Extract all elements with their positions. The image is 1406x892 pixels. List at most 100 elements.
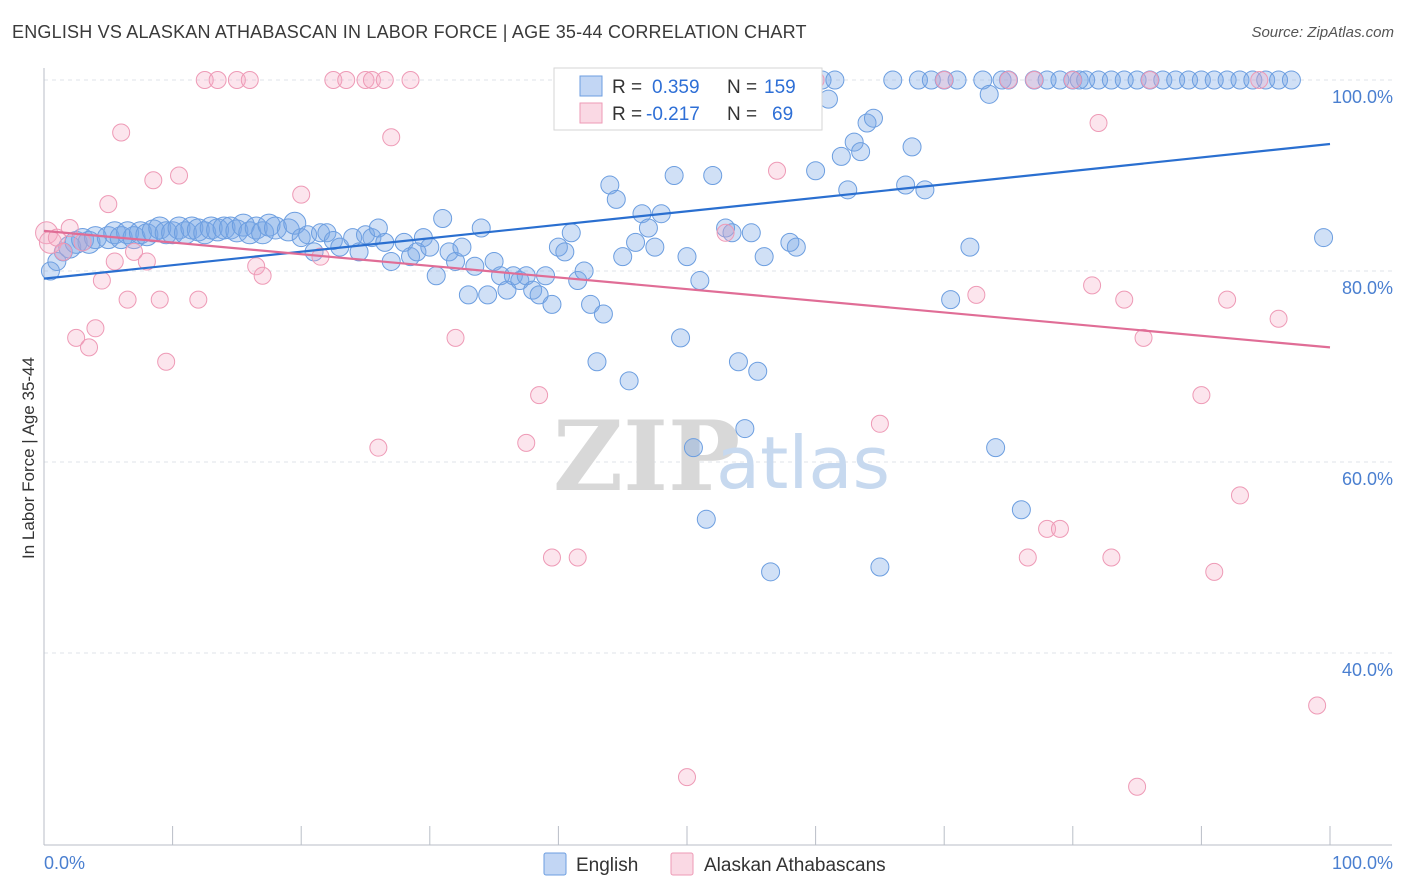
english-point [561, 223, 581, 243]
athabascan-point [401, 71, 420, 89]
athabascan-point [517, 433, 536, 452]
athabascan-point [568, 548, 587, 567]
athabascan-point [935, 71, 954, 89]
legend-english-r-label: R = [612, 77, 642, 98]
english-point [542, 294, 562, 314]
english-point [1011, 500, 1031, 520]
english-point [613, 247, 633, 267]
athabascan-point [1050, 519, 1069, 538]
chart-title: ENGLISH VS ALASKAN ATHABASCAN IN LABOR F… [12, 22, 807, 42]
athabascan-point [170, 166, 189, 185]
english-point [446, 251, 466, 271]
athabascan-point [530, 386, 549, 405]
legend-athabascan-n-label: N = [727, 104, 757, 125]
bottom-legend-athabascan-swatch [670, 852, 694, 876]
athabascan-point [1250, 71, 1269, 89]
legend-english-n-label: N = [727, 77, 757, 98]
english-point [420, 237, 440, 257]
athabascan-point [999, 71, 1018, 89]
athabascan-point [1192, 386, 1211, 405]
english-point [851, 142, 871, 162]
english-point [973, 70, 993, 90]
legend-english-swatch [579, 75, 603, 97]
english-point [722, 223, 742, 243]
english-point [947, 70, 967, 90]
athabascan-point [86, 319, 105, 338]
legend-athabascan-r-value: -0.217 [646, 104, 700, 125]
legend-english-n-value: 159 [764, 77, 796, 98]
english-point [741, 223, 761, 243]
athabascan-point [1038, 519, 1057, 538]
athabascan-point [356, 71, 375, 89]
athabascan-point [1063, 71, 1082, 89]
athabascan-point [375, 71, 394, 89]
athabascan-point [67, 328, 86, 347]
athabascan-trend-line [43, 229, 1331, 349]
athabascan-point [157, 352, 176, 371]
english-point [696, 509, 716, 529]
english-point [452, 237, 472, 257]
athabascan-point [1218, 290, 1237, 309]
axes [43, 68, 1392, 846]
bottom-legend-english-label: English [576, 855, 638, 876]
athabascan-point [150, 290, 169, 309]
athabascan-point [189, 290, 208, 309]
english-point [478, 285, 498, 305]
athabascan-point [208, 71, 227, 89]
english-point [587, 352, 607, 372]
english-point [619, 371, 639, 391]
english-point [915, 180, 935, 200]
athabascan-point [716, 223, 735, 242]
english-point [263, 216, 287, 240]
english-point [863, 108, 883, 128]
english-point [497, 280, 517, 300]
english-point [317, 223, 337, 243]
english-point [761, 562, 781, 582]
english-point [748, 361, 768, 381]
english-points [40, 70, 1334, 582]
legend-english-r-value: 0.359 [652, 77, 700, 98]
english-point [167, 216, 191, 240]
x-tick-label: 0.0% [44, 853, 85, 873]
legend-athabascan-n-value: 69 [772, 104, 793, 125]
athabascan-point [542, 548, 561, 567]
athabascan-point [1205, 562, 1224, 581]
athabascan-point [227, 71, 246, 89]
english-point [786, 237, 806, 257]
english-point [806, 161, 826, 181]
y-tick-label: 100.0% [1332, 87, 1393, 107]
english-point [632, 204, 652, 224]
athabascan-point [362, 71, 381, 89]
english-point [439, 242, 459, 262]
english-point [690, 271, 710, 291]
english-point [979, 84, 999, 104]
athabascan-point [80, 338, 99, 357]
english-point [735, 419, 755, 439]
bottom-legend-athabascan-label: Alaskan Athabascans [704, 855, 886, 876]
athabascan-point [678, 768, 696, 787]
athabascan-point [1089, 113, 1108, 132]
athabascan-point [967, 285, 986, 304]
english-point [148, 216, 172, 240]
english-point [844, 132, 864, 152]
watermark-atlas: atlas [716, 421, 890, 505]
athabascan-point [99, 195, 118, 214]
athabascan-point [870, 414, 889, 433]
athabascan-point [1102, 548, 1121, 567]
source-label: Source: ZipAtlas.com [1251, 24, 1394, 41]
english-point [47, 251, 67, 271]
athabascan-point [240, 71, 259, 89]
athabascan-point [1134, 328, 1153, 347]
athabascan-point [1230, 486, 1249, 505]
english-point [433, 208, 453, 228]
athabascan-point [92, 271, 111, 290]
athabascan-point [112, 123, 131, 142]
athabascan-point [105, 252, 124, 271]
athabascan-point [324, 71, 343, 89]
english-point [896, 175, 916, 195]
english-point [664, 166, 684, 185]
english-point [671, 328, 691, 348]
english-point [362, 228, 382, 248]
english-trend-line [43, 142, 1331, 280]
